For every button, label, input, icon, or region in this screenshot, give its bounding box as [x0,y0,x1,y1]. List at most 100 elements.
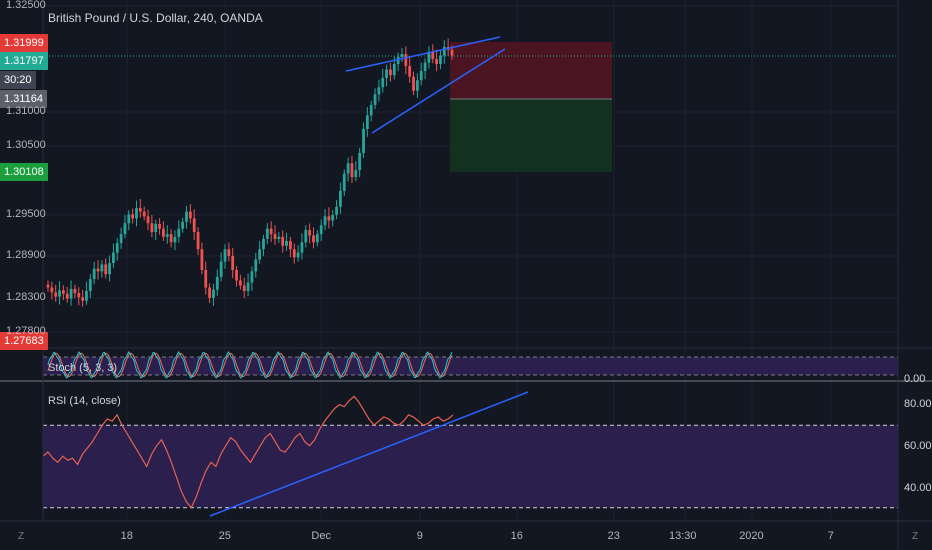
lower-trendline [371,48,506,134]
candle-body [85,291,88,301]
candle-body [319,225,323,235]
candle-body [412,76,415,91]
position-zones[interactable] [43,42,898,172]
zoom-icon-left[interactable]: Z [18,531,25,542]
stoch-k-line [47,351,453,379]
trendline-drawings[interactable] [345,36,506,134]
candle-body [312,235,315,243]
candle-body [269,228,273,235]
candle-body [254,259,258,272]
take-profit-zone [450,99,612,172]
candle-body [323,216,327,226]
candle-body [373,94,377,105]
candle-body [146,216,150,224]
price-axis-label: 1.28300 [6,291,46,303]
candle-body [262,238,265,250]
candle-body [335,206,338,215]
candle-body [204,270,208,288]
candle-body [50,287,54,293]
rsi-axis-label-40: 40.00 [904,482,932,494]
candle-body [219,261,223,277]
candle-body [150,223,154,233]
candle-body [277,236,281,239]
zoom-icon-right[interactable]: Z [912,531,919,542]
entry-price-tag: 1.31164 [0,90,47,108]
candle-body [185,211,188,222]
price-axis-label: 1.29500 [6,208,46,220]
candle-body [100,264,104,272]
candle-body [231,256,235,270]
stop-price-tag: 1.31999 [0,34,48,52]
candle-body [223,249,227,262]
candle-body [331,215,335,221]
price-axis-label: 1.31000 [6,105,46,117]
candle-body [381,78,385,88]
candle-body [289,240,292,250]
candle-body [415,80,419,91]
stoch-d-line [47,352,453,378]
candle-body [304,230,308,243]
stop-loss-zone [450,42,612,99]
time-axis-label: 25 [218,530,231,542]
candle-body [192,218,196,233]
candle-body [69,288,73,299]
target-price-tag: 1.30108 [0,163,48,181]
candle-body [339,190,342,207]
candle-body [165,234,169,237]
candle-body [258,249,262,260]
price-axis-label: 1.30500 [6,139,46,151]
countdown-tag: 30:20 [0,71,36,89]
candle-body [173,236,177,243]
candle-body [215,277,219,290]
candle-body [242,285,246,291]
time-axis-label: 18 [120,530,133,542]
candle-body [450,49,454,56]
candle-body [342,173,346,191]
candle-body [138,208,142,212]
candle-body [54,292,58,297]
candle-body [389,69,392,76]
candle-body [238,280,242,286]
candle-body [315,234,319,243]
candle-body [158,223,161,229]
candle-body [292,249,296,258]
candle-body [385,69,388,79]
candle-body [327,216,331,221]
grid-lines [43,0,898,520]
candle-body [427,51,431,63]
rsi-line [42,395,454,509]
candle-body [115,243,119,253]
candle-body [308,230,312,236]
candle-body [142,211,146,217]
candle-body [392,63,396,76]
low-price-tag: 1.27683 [0,332,48,350]
time-axis-label: 16 [510,530,523,542]
candle-body [369,104,373,116]
price-axis-label: 1.27800 [6,325,46,337]
candle-body [423,62,427,72]
candle-body [81,297,85,301]
candle-body [108,263,111,275]
rsi-band [43,425,898,508]
rsi-axis-label-80: 80.00 [904,398,932,410]
candle-body [88,279,92,291]
stoch-label: Stoch (5, 3, 3) [48,362,118,374]
candle-body [212,289,215,298]
candle-body [112,252,115,263]
candle-body [235,270,238,281]
candle-body [61,290,65,294]
candle-body [362,129,365,153]
rsi-label: RSI (14, close) [48,395,121,407]
candlestick-series [46,38,454,307]
candle-body [58,290,61,297]
candle-body [181,221,185,229]
candle-body [104,264,108,275]
candle-body [404,54,408,67]
candle-body [273,234,277,239]
candle-body [435,59,439,64]
candle-body [92,268,96,280]
candle-body [135,208,138,219]
time-axis-label: 2020 [739,530,764,542]
